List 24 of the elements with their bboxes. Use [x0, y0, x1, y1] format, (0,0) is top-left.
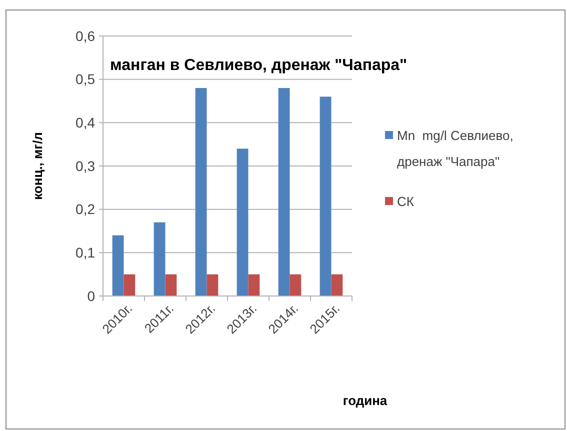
y-tick-label: 0,1 [76, 244, 96, 261]
bar [124, 274, 136, 296]
y-axis-title: конц., мг/л [30, 132, 45, 200]
bar [236, 148, 248, 296]
bar [206, 274, 218, 296]
y-tick-label: 0,5 [76, 71, 96, 88]
bar [165, 274, 177, 296]
bar [278, 88, 290, 296]
y-tick-label: 0,4 [76, 114, 96, 131]
bar [290, 274, 302, 296]
text: манган в Севлиево, дренаж "Чапара" [110, 57, 408, 74]
legend-label: СК [397, 194, 414, 209]
bar [154, 222, 166, 296]
bar [331, 274, 343, 296]
bar [320, 96, 332, 296]
y-tick-label: 0 [87, 288, 96, 304]
legend-label: Mn mg/l Севлиево, дренаж "Чапара" [397, 128, 514, 169]
x-axis-title: година [342, 393, 388, 408]
y-tick-label: 0,2 [76, 201, 96, 218]
bar [195, 88, 207, 296]
y-tick-label: 0,6 [76, 28, 96, 44]
bar [248, 274, 260, 296]
y-tick-label: 0,3 [76, 158, 96, 174]
bar [112, 235, 124, 296]
